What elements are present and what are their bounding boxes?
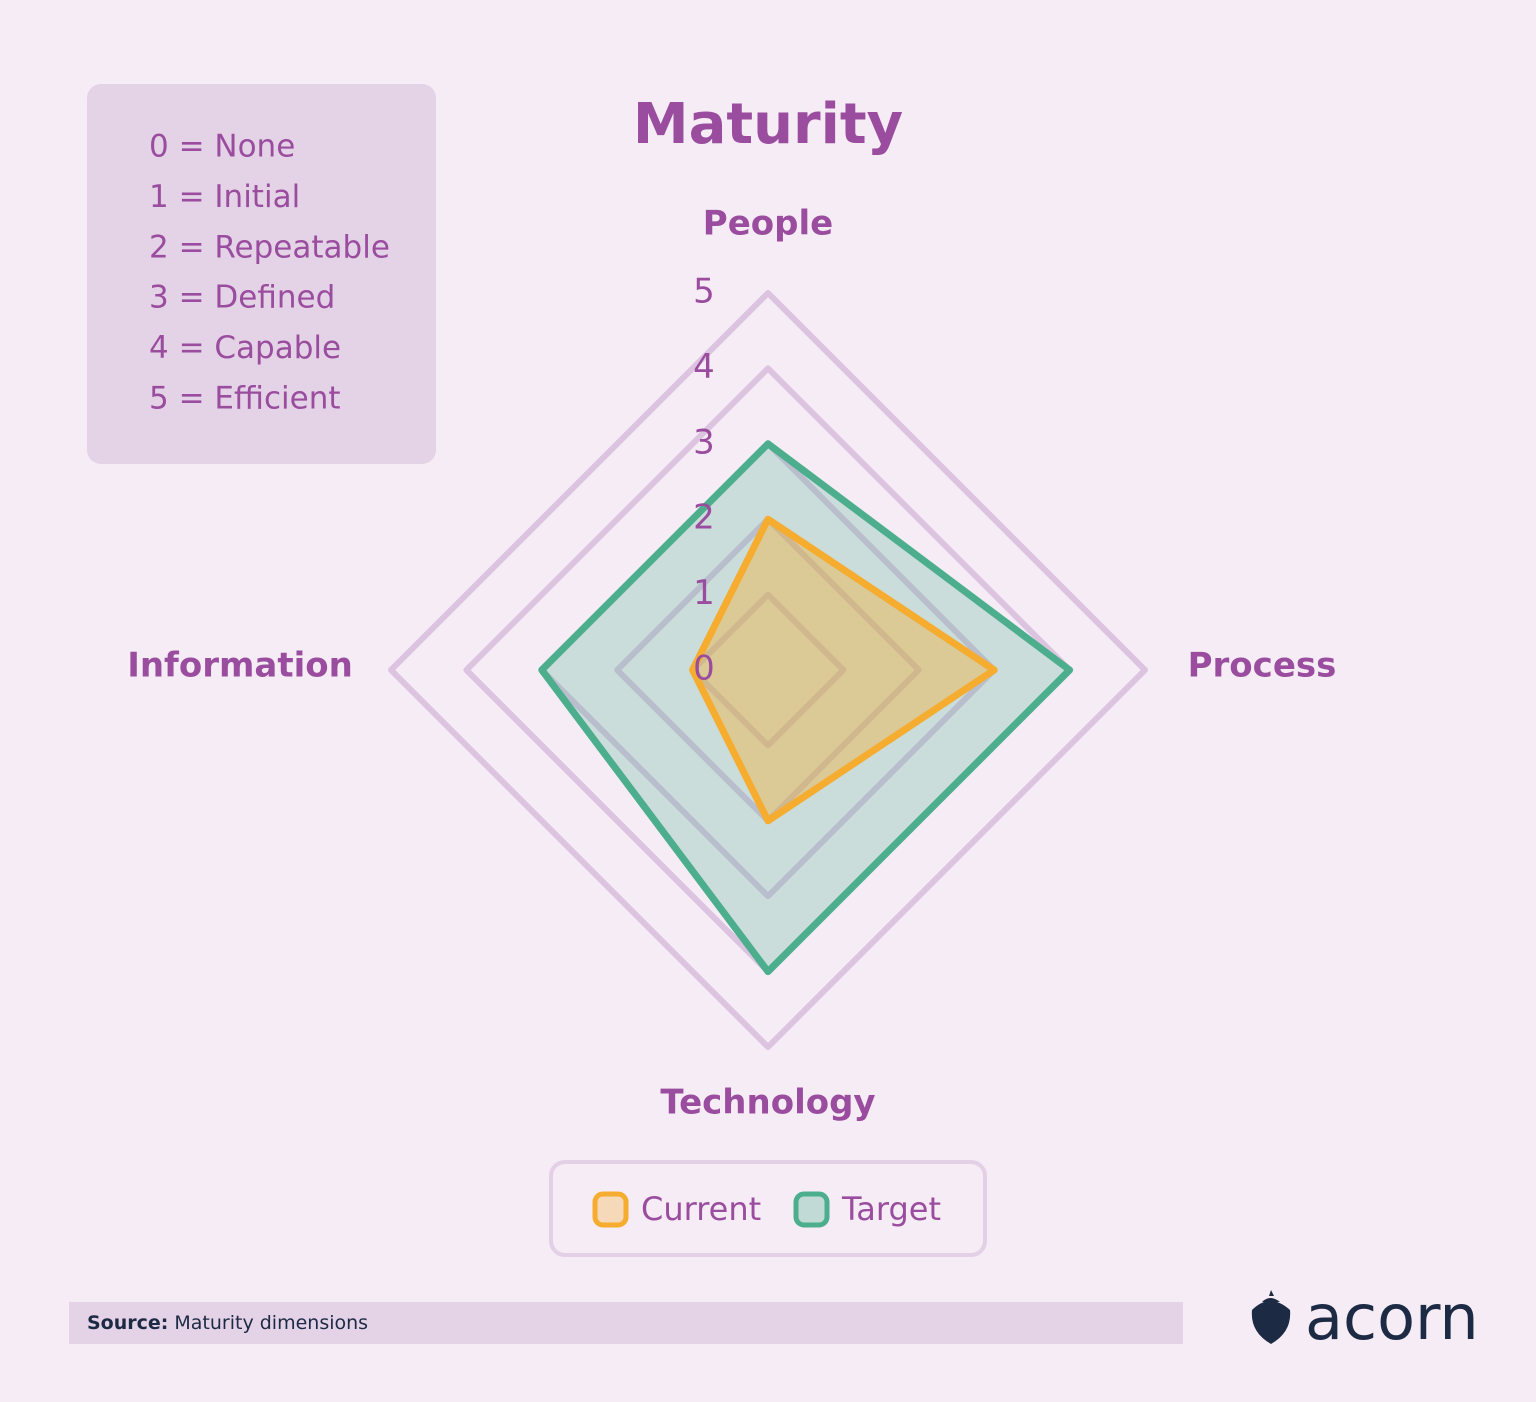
grid-line [388,290,1148,1050]
plot [538,440,1074,976]
scale-label: 3 = Defined [149,280,335,316]
scale-box [87,84,436,464]
r-tick-label: 5 [693,272,715,312]
chart-title: Maturity [633,92,903,157]
source-bar [69,1302,1183,1344]
logo-text: acorn [1305,1281,1479,1354]
r-tick-label: 4 [693,347,715,387]
scale-label: 5 = Efficient [149,381,341,417]
r-tick-label: 2 [693,498,715,538]
legend-swatch [793,1191,830,1228]
legend-box [549,1160,987,1257]
scale-label: 0 = None [149,129,295,165]
r-tick-label: 0 [693,649,715,689]
series-area [689,515,998,825]
logo: acorn [1251,1281,1479,1354]
legend: Current Target [592,1190,941,1228]
category-label: Information [127,646,353,686]
ticks: 0 1 2 3 4 5 [693,272,715,689]
logo-icon [1251,1290,1291,1344]
source-label: Source: [87,1312,168,1334]
r-tick-label: 3 [693,422,715,462]
scale-label: 4 = Capable [149,330,341,366]
category-label: Technology [660,1083,875,1123]
series-area [538,440,1074,976]
category-label: People [703,204,833,244]
category-labels: People Process Technology Information [127,204,1336,1123]
grid-line [689,591,847,749]
r-tick-label: 1 [693,573,715,613]
legend-swatch [592,1191,629,1228]
legend-label: Target [841,1190,941,1228]
category-label: Process [1188,646,1337,686]
scale-list: 0 = None 1 = Initial 2 = Repeatable 3 = Def… [149,129,390,417]
legend-label: Current [641,1190,761,1228]
scale-label: 2 = Repeatable [149,229,390,265]
source: Source: Maturity dimensions [87,1312,368,1334]
source-text: Maturity dimensions [174,1312,368,1334]
scale-label: 1 = Initial [149,179,300,215]
